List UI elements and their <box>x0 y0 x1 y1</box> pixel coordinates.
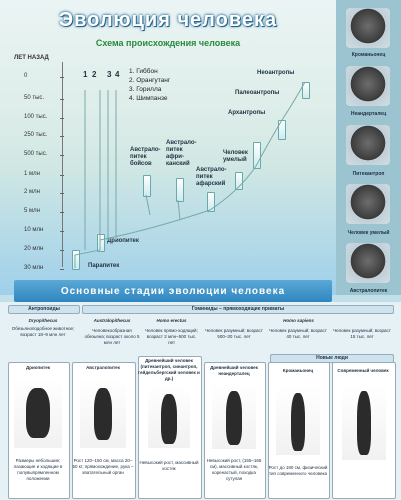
scale-tick: 2 млн <box>24 189 40 195</box>
tick-mark <box>60 175 64 176</box>
legend-item: 2. Орангутанг <box>129 77 171 84</box>
homo-erectus-figure <box>148 386 190 448</box>
lineage-bar <box>97 234 105 252</box>
sapiens-stage-2: Человек разумный; возраст 40 тыс. лет <box>269 328 327 339</box>
legend-item: 3. Горилла <box>129 86 162 93</box>
portrait-label: Питекантроп <box>352 171 385 177</box>
lineage-lines <box>74 81 306 268</box>
homo-sapiens-title: Homo sapiens <box>283 318 314 323</box>
australopithecus-title: Australopithecus <box>93 318 131 323</box>
legend-number: 4 <box>115 70 120 79</box>
tick-mark <box>60 77 64 78</box>
card-title: Кроманьонец <box>282 368 314 373</box>
card-title: Современный человек <box>337 368 389 373</box>
scale-tick: 50 тыс. <box>24 95 45 101</box>
page-title: Эволюция человека <box>58 9 278 31</box>
card-title: Австралопитек <box>86 365 120 370</box>
label-australopithecus-afarensis: Австрало-питек афарский <box>196 167 227 187</box>
card-title: Древнейший человек неандерталец <box>210 365 258 376</box>
label-dryopithecus: Дриопитек <box>107 238 139 244</box>
dryopithecus-text: Обезьяноподобное животное; возраст 18–9 … <box>11 326 75 337</box>
label-parapithecus: Парапитек <box>88 263 120 269</box>
australopithecus-portrait <box>346 243 390 283</box>
legend-item: 4. Шимпанзе <box>129 95 168 102</box>
scale-tick: 1 млн <box>24 171 40 177</box>
card-title: Дриопитек <box>26 365 50 370</box>
lineage-bar <box>302 82 310 99</box>
cro-magnon-figure <box>276 385 320 455</box>
modern-human-figure <box>342 385 386 460</box>
tick-mark <box>60 193 64 194</box>
lineage-bar <box>253 142 261 169</box>
stage-anthropoids: Антропоиды <box>8 305 80 314</box>
legend-number: 3 <box>107 70 112 79</box>
scale-tick: 500 тыс. <box>24 151 48 157</box>
portrait-label: Неандерталец <box>350 111 387 117</box>
tick-mark <box>60 99 64 100</box>
card-note: Размеры небольшие; лазающие и ходящие в … <box>13 458 63 481</box>
label-australopithecus-boisei: Австрало-питек бойсов <box>130 147 161 167</box>
label-paleoanthropes: Палеоантропы <box>235 90 280 96</box>
legend: 1. Гиббон 2. Орангутанг 3. Горилла 4. Ши… <box>129 67 170 103</box>
time-axis <box>62 62 63 267</box>
scale-tick: 100 тыс. <box>24 114 48 120</box>
homo-erectus-title: Homo erectus <box>156 318 187 323</box>
tick-mark <box>60 118 64 119</box>
scale-tick: 5 млн <box>24 208 40 214</box>
australopithecus-text: Человекообразная обезьяна; возраст около… <box>84 328 140 345</box>
tick-mark <box>60 231 64 232</box>
tick-mark <box>60 155 64 156</box>
tick-mark <box>60 250 64 251</box>
sapiens-stage-3: Человек разумный; возраст 15 тыс. лет <box>333 328 391 339</box>
tick-mark <box>60 212 64 213</box>
card-note: Рост до 180 см, физический тип современн… <box>268 465 328 476</box>
stage-hominids: Гоминиды – прямоходящие приматы <box>82 305 394 314</box>
portrait-label: Кроманьонец <box>351 52 386 58</box>
scale-tick: 0 <box>24 73 28 79</box>
homo-erectus-text: Человек прямо-ходящий; возраст 2 млн–500… <box>145 328 198 345</box>
portrait-label: Австралопитек <box>349 288 388 294</box>
evolution-scheme <box>0 0 336 295</box>
dryopithecus-figure <box>14 378 62 448</box>
lineage-bar <box>235 172 243 190</box>
card-note: Невысокий рост, массивный костяк <box>139 460 199 471</box>
homo-habilis-portrait <box>346 184 390 224</box>
scale-tick: 250 тыс. <box>24 132 48 138</box>
dryopithecus-title: Dryopithecus <box>28 318 58 323</box>
lineage-bar <box>176 178 184 202</box>
legend-number: 2 <box>92 70 97 79</box>
legend-item: 1. Гиббон <box>129 68 158 75</box>
australopithecus-figure <box>80 378 126 448</box>
pithecanthropus-portrait <box>346 125 390 165</box>
scale-tick: 10 млн <box>24 227 44 233</box>
card-title: Древнейший человек (питекантроп, синантр… <box>138 358 200 381</box>
scale-tick: 30 млн <box>24 265 44 271</box>
neanderthal-portrait <box>346 66 390 106</box>
tick-mark <box>60 269 64 270</box>
card-note: Невысокий рост, (155–165 см), массивный … <box>206 458 262 481</box>
scale-label: ЛЕТ НАЗАД <box>14 55 49 61</box>
label-archanthropes: Архантропы <box>228 110 266 116</box>
lineage-bar <box>72 250 80 270</box>
card-note: Рост 120–150 см, масса 20–50 кг; прямохо… <box>72 458 134 475</box>
stages-banner: Основные стадии эволюции человека <box>14 280 332 302</box>
label-australopithecus-africanus: Австрало-питек афри-канский <box>166 140 197 167</box>
scale-tick: 20 млн <box>24 246 44 252</box>
legend-number: 1 <box>83 70 88 79</box>
portrait-label: Человек умелый <box>347 230 390 236</box>
label-homo-habilis: Человек умелый <box>223 150 248 163</box>
lineage-bar <box>207 192 215 212</box>
lineage-bar <box>143 175 151 197</box>
cro-magnon-portrait <box>346 8 390 48</box>
label-neoanthropes: Неоантропы <box>257 70 295 76</box>
sapiens-stage-1: Человек разумный; возраст 500–30 тыс. ле… <box>205 328 263 339</box>
tick-mark <box>60 136 64 137</box>
page-subtitle: Схема происхождения человека <box>95 38 241 48</box>
neanderthal-figure <box>212 383 256 449</box>
